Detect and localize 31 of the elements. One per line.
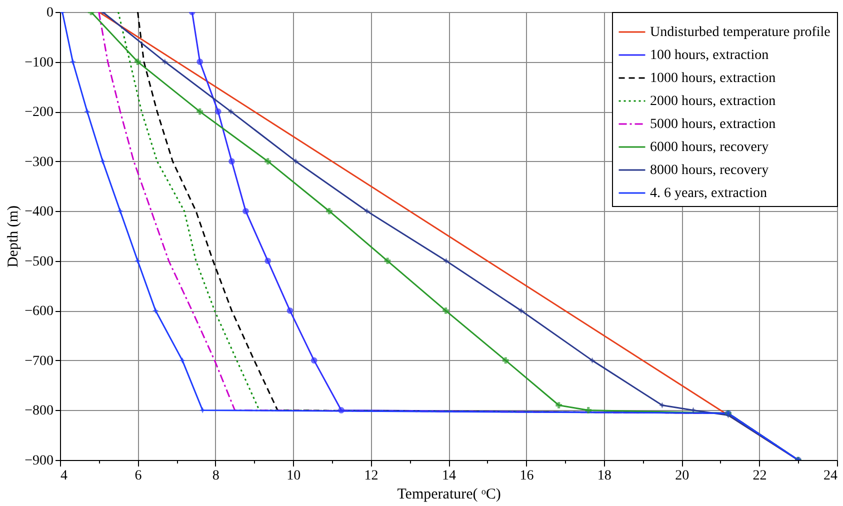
x-tick-label: 12 (364, 468, 378, 484)
y-tick-label: 0 (46, 6, 54, 20)
x-tick-label: 10 (286, 468, 301, 484)
x-tick-label: 8 (212, 468, 220, 484)
legend-label: 2000 hours, extraction (650, 94, 776, 109)
y-tick-label: −700 (24, 354, 54, 369)
x-tick-label: 4 (60, 468, 68, 484)
y-tick-label: −300 (24, 154, 54, 170)
x-tick-label: 20 (675, 468, 690, 484)
x-tick-label: 22 (752, 468, 767, 484)
x-tick-label: 16 (520, 468, 534, 484)
legend-label: 6000 hours, recovery (650, 140, 769, 155)
x-tick-label: 6 (134, 468, 142, 484)
x-tick-label: 14 (442, 468, 456, 484)
y-tick-label: −500 (24, 254, 54, 270)
y-tick-label: −600 (24, 304, 54, 320)
y-tick-label: −100 (24, 55, 54, 70)
y-tick-label: −400 (24, 204, 54, 220)
legend-label: 5000 hours, extraction (650, 117, 776, 132)
x-tick-label: 18 (597, 468, 612, 484)
y-tick-label: −800 (24, 404, 54, 419)
y-tick-label: −900 (24, 454, 54, 468)
legend-label: 8000 hours, recovery (650, 163, 769, 178)
x-axis-title: Temperature( ᵒC) (397, 486, 501, 502)
y-tick-label: −200 (24, 105, 54, 120)
legend-label: 100 hours, extraction (650, 48, 769, 63)
x-tick-label: 24 (824, 468, 838, 484)
y-axis-title: Depth (m) (6, 205, 22, 268)
legend-label: 4. 6 years, extraction (650, 186, 768, 201)
legend-label: Undisturbed temperature profile (650, 25, 830, 40)
legend-label: 1000 hours, extraction (650, 71, 776, 86)
